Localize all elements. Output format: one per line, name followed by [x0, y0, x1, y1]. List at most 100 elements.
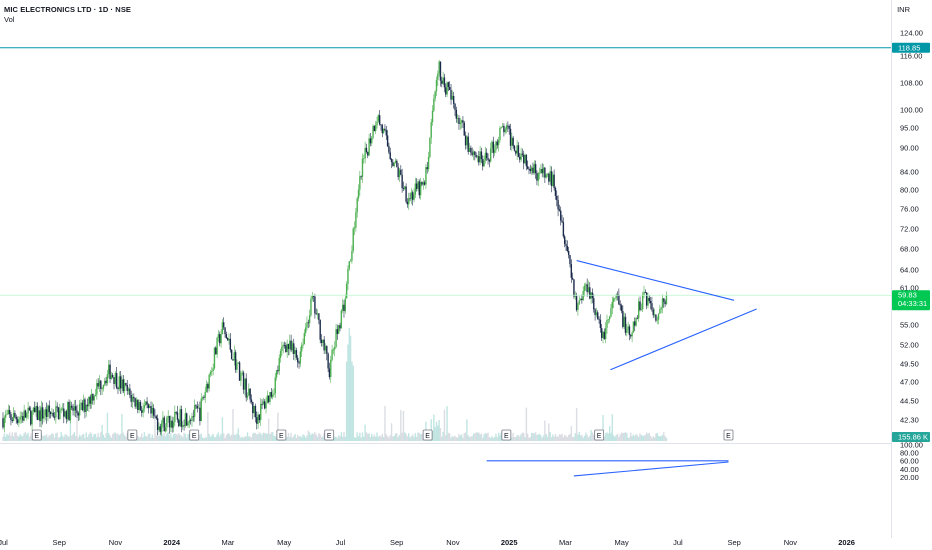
candle-body: [315, 313, 317, 315]
candle-body: [488, 159, 491, 162]
volume-bar: [209, 436, 212, 441]
volume-bar: [6, 433, 8, 441]
candle-body: [479, 151, 481, 163]
candle-body: [55, 406, 57, 418]
candle-body: [398, 169, 401, 178]
volume-bar: [608, 426, 611, 441]
candle-body: [459, 122, 461, 124]
candle-body: [105, 380, 107, 384]
candle-body: [98, 380, 101, 387]
volume-bar: [233, 434, 235, 441]
candle-body: [446, 82, 448, 95]
volume-bar: [44, 435, 46, 441]
volume-bar: [187, 434, 189, 441]
time-tick-label: Sep: [53, 538, 66, 547]
candle-body: [425, 167, 427, 185]
time-tick-label: Jul: [336, 538, 346, 547]
volume-bar: [349, 335, 352, 441]
candle-body: [191, 416, 193, 421]
volume-bar: [562, 437, 565, 441]
volume-bar: [548, 423, 550, 441]
volume-bar: [303, 435, 306, 441]
candle-body: [80, 402, 82, 405]
volume-bar: [561, 433, 563, 441]
volume-bar: [603, 436, 606, 441]
candle-body: [324, 346, 327, 351]
volume-bar: [141, 433, 143, 441]
volume-bar: [253, 432, 255, 441]
candle-body: [49, 412, 52, 415]
volume-bar: [486, 433, 488, 441]
candle-body: [43, 415, 45, 419]
volume-bar: [520, 434, 522, 441]
candle-body: [382, 128, 385, 134]
volume-bar: [298, 436, 300, 441]
volume-bar: [229, 435, 232, 441]
volume-bar: [200, 433, 202, 441]
candle-body: [240, 373, 242, 381]
trendline-drawings[interactable]: [486, 260, 757, 477]
oscillator-tick-label: 80.00: [900, 449, 919, 458]
candle-body: [257, 414, 259, 424]
volume-bar: [532, 432, 534, 441]
candle-body: [540, 168, 542, 173]
candle-body: [127, 388, 130, 391]
candle-body: [507, 125, 509, 127]
candle-body: [117, 387, 119, 390]
candle-body: [386, 135, 389, 147]
candle-body: [30, 410, 32, 425]
volume-bar: [63, 437, 65, 441]
volume-bar: [493, 437, 496, 441]
candle-body: [52, 412, 54, 417]
volume-bar: [466, 419, 468, 441]
candle-body: [486, 152, 488, 159]
candle-body: [517, 145, 520, 157]
volume-bar: [84, 437, 86, 441]
candle-body: [624, 316, 627, 333]
volume-bar: [199, 434, 201, 441]
earnings-marker-6: [422, 429, 433, 441]
candle-body: [283, 344, 286, 346]
candle-body: [256, 417, 258, 424]
time-tick-label: May: [277, 538, 291, 547]
candle-body: [322, 339, 324, 343]
volume-bar: [217, 432, 220, 441]
volume-bar: [405, 433, 407, 441]
volume-bar: [474, 433, 476, 441]
volume-bar: [152, 437, 155, 441]
candle-body: [660, 307, 662, 310]
volume-bar: [511, 437, 513, 441]
volume-bar: [336, 437, 339, 441]
candle-body: [401, 174, 403, 189]
candle-body: [138, 402, 140, 411]
volume-bar: [622, 432, 624, 441]
volume-bar: [175, 433, 177, 441]
volume-bar: [627, 437, 629, 441]
candle-body: [307, 322, 309, 324]
candle-body: [417, 181, 419, 189]
volume-bar: [51, 433, 53, 441]
volume-bar: [497, 432, 500, 441]
candle-body: [212, 368, 214, 371]
candle-body: [585, 284, 587, 286]
volume-bar: [515, 437, 517, 441]
candle-body: [341, 304, 344, 311]
volume-bar: [412, 434, 414, 441]
candle-body: [563, 236, 566, 245]
candle-body: [12, 412, 15, 421]
volume-bar: [529, 437, 532, 441]
candle-body: [536, 173, 538, 181]
candle-body: [443, 77, 446, 88]
volume-bar: [138, 437, 140, 441]
candle-body: [542, 167, 545, 174]
volume-bar: [643, 435, 645, 441]
candle-body: [106, 374, 109, 384]
candle-body: [141, 410, 143, 413]
candle-body: [72, 407, 74, 411]
volume-bar: [434, 427, 436, 441]
candle-body: [581, 298, 583, 301]
volume-bar: [367, 433, 369, 441]
volume-bar: [648, 432, 650, 441]
